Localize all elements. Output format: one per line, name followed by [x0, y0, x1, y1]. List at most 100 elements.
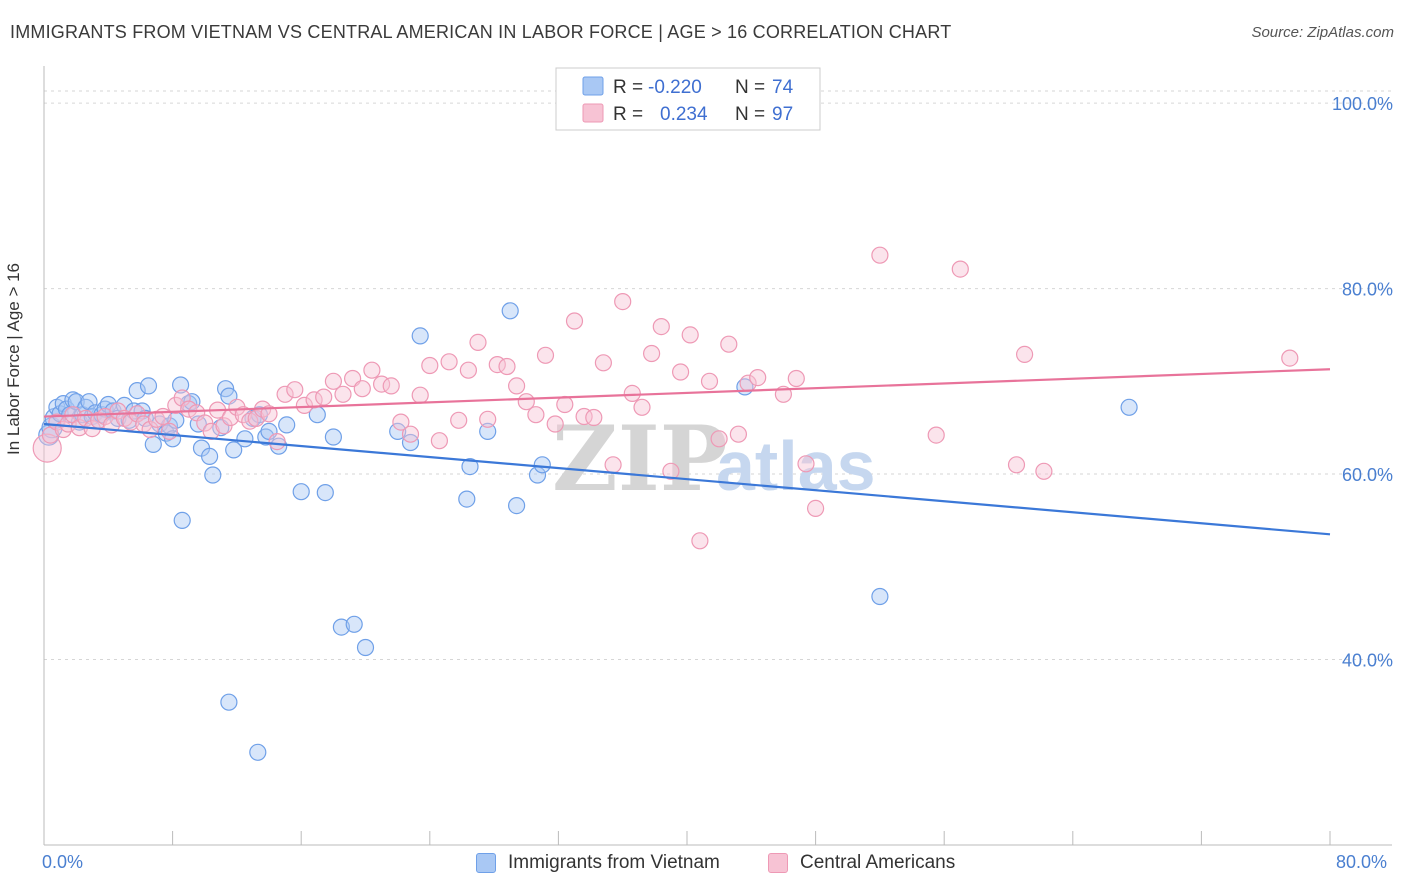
central-american-point [295, 396, 313, 414]
legend-swatch-vietnam [582, 76, 604, 96]
legend-swatch-central-american [582, 103, 604, 123]
vietnam-point [356, 638, 375, 657]
central-american-point [1015, 345, 1034, 363]
central-american-point [681, 326, 699, 344]
vietnam-point [292, 483, 310, 501]
central-american-point [700, 372, 719, 390]
central-american-point [363, 361, 381, 379]
central-american-point [421, 356, 439, 375]
central-american-point [1281, 349, 1299, 367]
central-american-point [305, 391, 323, 409]
legend-n-value-1: 74 [772, 77, 794, 98]
central-american-point [546, 415, 564, 433]
central-american-point [382, 377, 400, 395]
central-american-point [450, 411, 468, 429]
central-american-point [430, 432, 448, 450]
central-american-point [691, 532, 709, 550]
trend-lines [43, 368, 1331, 536]
central-american-point [527, 406, 545, 424]
axes [43, 66, 1392, 846]
vietnam-point [533, 456, 551, 474]
y-tick-labels: 40.0% 60.0% 80.0% 100.0% [1332, 94, 1393, 670]
x-tick-label-max: 80.0% [1336, 852, 1387, 872]
vietnam-point [249, 743, 267, 761]
central-american-point [498, 357, 516, 376]
central-american-point [749, 369, 767, 387]
central-american-point [180, 400, 198, 418]
vietnam-point [236, 430, 254, 448]
vietnam-point [324, 428, 342, 446]
central-american-point [927, 426, 945, 444]
central-american-point [633, 398, 651, 416]
vietnam-point [389, 422, 407, 440]
watermark: ZIP atlas [552, 406, 876, 512]
vietnam-point [411, 327, 429, 345]
central-american-point [392, 413, 410, 431]
central-american-point [479, 410, 497, 428]
vietnam-point [871, 587, 889, 606]
vietnam-point [332, 618, 350, 636]
legend-swatch-vietnam-bottom [476, 853, 496, 873]
central-american-point [710, 430, 728, 448]
chart-title: IMMIGRANTS FROM VIETNAM VS CENTRAL AMERI… [10, 22, 952, 42]
vietnam-point [139, 377, 158, 395]
y-tick-label-80: 80.0% [1342, 280, 1393, 300]
legend-n-value-2: 97 [772, 104, 793, 125]
central-american-point [411, 386, 429, 404]
central-american-point [32, 433, 62, 463]
central-american-point [268, 433, 286, 451]
central-american-point [315, 388, 333, 406]
central-american-point [720, 335, 738, 353]
central-american-point [787, 369, 805, 388]
legend-label-central-american: Central Americans [800, 852, 956, 873]
vietnam-point [257, 428, 275, 446]
vietnam-point [507, 497, 526, 515]
central-american-point [951, 260, 969, 278]
legend-r-label-2: R = [613, 104, 643, 125]
series-central-american-points [32, 246, 1299, 550]
central-american-point [260, 405, 278, 423]
central-american-point [1007, 456, 1026, 474]
central-american-point [334, 385, 352, 403]
central-american-point [671, 363, 690, 381]
vietnam-point [345, 615, 363, 633]
legend-r-value-1: -0.220 [648, 77, 702, 98]
vietnam-point [479, 422, 497, 440]
central-american-point [652, 318, 670, 336]
legend-item-central-american: Central Americans [768, 852, 955, 874]
central-american-point [1035, 462, 1053, 480]
vietnam-point [225, 441, 243, 459]
central-american-point [286, 381, 304, 399]
x-tick-label-min: 0.0% [42, 852, 83, 872]
central-american-point [729, 425, 748, 443]
vietnam-point [220, 693, 238, 711]
vietnam-point [461, 458, 479, 476]
central-american-point [160, 422, 178, 440]
trend-line-central-american [43, 368, 1331, 418]
central-american-point [642, 344, 661, 363]
central-american-point [594, 354, 613, 372]
central-american-point [234, 406, 252, 424]
vietnam-point [173, 511, 191, 530]
central-american-point [507, 377, 526, 395]
vietnam-point [204, 466, 222, 484]
legend-swatch-central-american-bottom [768, 853, 788, 873]
legend-box: R = -0.220 N = 74 R = 0.234 N = 97 [555, 67, 821, 131]
central-american-point [276, 385, 294, 403]
vietnam-point [458, 490, 476, 508]
central-american-point [806, 499, 825, 517]
vietnam-point [278, 416, 296, 434]
central-american-point [353, 380, 371, 398]
trend-line-vietnam [43, 422, 1331, 536]
central-american-point [585, 408, 603, 427]
central-american-point [324, 372, 342, 390]
bottom-legend: Immigrants from Vietnam Central American… [0, 852, 1406, 878]
central-american-point [469, 333, 487, 351]
legend-label-vietnam: Immigrants from Vietnam [508, 852, 720, 873]
central-american-point [247, 409, 265, 427]
y-tick-label-100: 100.0% [1332, 94, 1393, 114]
vietnam-point [316, 484, 334, 502]
legend-item-vietnam: Immigrants from Vietnam [476, 852, 720, 874]
vietnam-point [501, 302, 519, 320]
